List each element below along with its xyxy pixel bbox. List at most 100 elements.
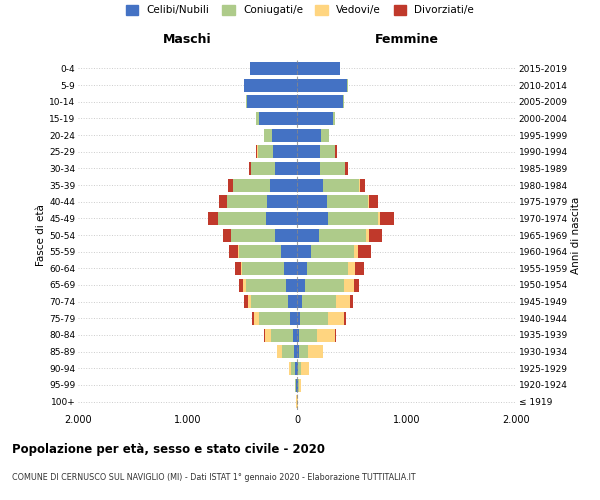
Bar — [319, 228, 366, 241]
Bar — [378, 212, 380, 225]
Bar — [297, 145, 320, 158]
Bar — [208, 212, 218, 225]
Bar — [355, 262, 364, 275]
Bar — [293, 328, 297, 342]
Bar — [299, 345, 308, 358]
Bar — [264, 128, 272, 141]
Bar — [272, 128, 297, 141]
Bar — [335, 328, 337, 342]
Bar — [219, 195, 227, 208]
Bar — [238, 245, 239, 258]
Bar — [308, 345, 323, 358]
Bar — [256, 112, 259, 125]
Bar — [297, 362, 298, 375]
Bar — [239, 278, 244, 291]
Bar — [290, 312, 297, 325]
Bar — [239, 245, 281, 258]
Bar — [251, 295, 288, 308]
Bar — [369, 228, 382, 241]
Bar — [248, 295, 251, 308]
Bar — [229, 245, 238, 258]
Bar — [297, 328, 299, 342]
Bar — [344, 278, 354, 291]
Bar — [271, 328, 293, 342]
Bar — [242, 262, 284, 275]
Bar — [311, 245, 354, 258]
Bar — [227, 195, 268, 208]
Bar — [297, 228, 319, 241]
Bar — [297, 262, 307, 275]
Bar — [333, 112, 335, 125]
Legend: Celibi/Nubili, Coniugati/e, Vedovi/e, Divorziati/e: Celibi/Nubili, Coniugati/e, Vedovi/e, Di… — [126, 5, 474, 15]
Text: Femmine: Femmine — [374, 33, 439, 46]
Bar — [301, 362, 309, 375]
Bar — [354, 278, 359, 291]
Bar — [297, 245, 311, 258]
Bar — [247, 95, 297, 108]
Bar — [277, 345, 281, 358]
Bar — [257, 145, 273, 158]
Bar — [297, 195, 326, 208]
Bar — [233, 178, 269, 192]
Bar — [251, 162, 275, 175]
Bar — [349, 262, 355, 275]
Bar — [323, 178, 359, 192]
Bar — [297, 178, 323, 192]
Bar — [289, 362, 291, 375]
Bar — [360, 178, 365, 192]
Bar — [358, 245, 371, 258]
Bar — [244, 295, 248, 308]
Bar — [298, 378, 299, 392]
Bar — [297, 112, 333, 125]
Bar — [259, 312, 290, 325]
Bar — [297, 128, 321, 141]
Bar — [344, 312, 346, 325]
Bar — [321, 128, 329, 141]
Bar — [297, 162, 320, 175]
Bar — [228, 178, 233, 192]
Bar — [223, 228, 231, 241]
Bar — [354, 245, 358, 258]
Bar — [366, 228, 369, 241]
Bar — [254, 312, 259, 325]
Bar — [264, 328, 265, 342]
Bar — [307, 262, 349, 275]
Bar — [244, 278, 245, 291]
Bar — [288, 295, 297, 308]
Bar — [268, 195, 297, 208]
Bar — [281, 345, 294, 358]
Bar — [266, 212, 297, 225]
Bar — [346, 162, 347, 175]
Bar — [295, 378, 296, 392]
Bar — [297, 78, 347, 92]
Bar — [369, 195, 378, 208]
Bar — [337, 295, 350, 308]
Bar — [256, 145, 257, 158]
Bar — [335, 145, 337, 158]
Bar — [297, 312, 300, 325]
Bar — [281, 245, 297, 258]
Bar — [294, 345, 297, 358]
Bar — [250, 62, 297, 75]
Bar — [259, 112, 297, 125]
Bar — [305, 278, 344, 291]
Bar — [232, 228, 275, 241]
Bar — [298, 362, 301, 375]
Bar — [265, 328, 271, 342]
Bar — [295, 362, 297, 375]
Bar — [297, 295, 302, 308]
Bar — [350, 295, 353, 308]
Bar — [297, 278, 305, 291]
Text: Popolazione per età, sesso e stato civile - 2020: Popolazione per età, sesso e stato civil… — [12, 442, 325, 456]
Bar — [320, 162, 345, 175]
Bar — [252, 312, 254, 325]
Bar — [245, 278, 286, 291]
Bar — [275, 162, 297, 175]
Bar — [328, 312, 344, 325]
Bar — [244, 78, 297, 92]
Bar — [299, 328, 317, 342]
Bar — [241, 262, 242, 275]
Bar — [299, 378, 301, 392]
Bar — [297, 95, 343, 108]
Bar — [317, 328, 335, 342]
